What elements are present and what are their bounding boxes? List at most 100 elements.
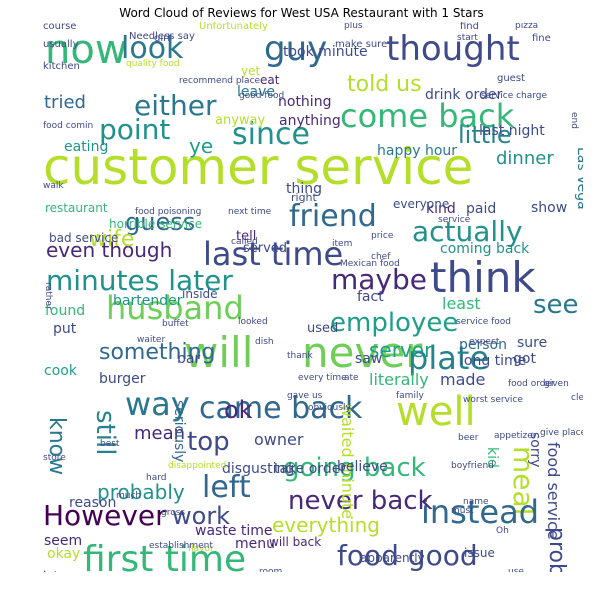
cloud-word: server xyxy=(369,338,433,362)
cloud-word: thought xyxy=(386,29,520,69)
cloud-word: given xyxy=(544,379,569,389)
cloud-word: tell xyxy=(236,229,257,244)
cloud-word: way xyxy=(125,385,190,423)
cloud-word: best xyxy=(100,439,120,449)
cloud-word: Oh xyxy=(496,526,509,536)
cloud-word: bartender xyxy=(113,293,183,309)
cloud-word: going back xyxy=(283,453,426,483)
cloud-word: use xyxy=(508,567,524,573)
cloud-word: eating xyxy=(64,139,109,155)
cloud-word: girl xyxy=(154,33,171,44)
cloud-word: start xyxy=(457,33,478,43)
cloud-word: anything xyxy=(279,113,341,129)
cloud-word: top xyxy=(187,427,230,457)
cloud-word: will xyxy=(184,328,254,377)
cloud-word: sure xyxy=(517,335,548,351)
cloud-word: cook xyxy=(44,363,77,379)
cloud-word: fine xyxy=(532,33,551,44)
cloud-word: know xyxy=(44,417,69,476)
cloud-word: guess xyxy=(125,208,196,236)
cloud-word: saw xyxy=(355,351,383,367)
cloud-word: ok xyxy=(224,396,253,424)
cloud-word: disappointed xyxy=(168,461,227,471)
cloud-word: first time xyxy=(83,539,247,573)
cloud-word: look xyxy=(121,31,184,66)
cloud-word: anyway xyxy=(215,113,266,128)
cloud-word: store xyxy=(43,453,66,463)
cloud-word: called xyxy=(231,237,258,247)
cloud-word: seriously xyxy=(171,400,187,463)
cloud-word: buffet xyxy=(162,319,189,329)
cloud-word: literally xyxy=(369,370,429,389)
cloud-word: guy xyxy=(264,29,328,69)
cloud-word: give place xyxy=(540,428,583,438)
cloud-word: reason xyxy=(69,495,117,511)
cloud-word: used xyxy=(307,321,339,336)
cloud-word: Unfortunately xyxy=(199,22,268,32)
cloud-word: instead xyxy=(421,493,539,531)
cloud-word: fact xyxy=(357,289,384,305)
cloud-word: hard xyxy=(146,473,167,483)
cloud-word: every time xyxy=(298,373,347,383)
cloud-word: recommend place xyxy=(179,76,261,86)
cloud-word: Needless say xyxy=(129,31,195,42)
cloud-word: will back xyxy=(269,535,322,549)
cloud-word: appetizer xyxy=(494,431,537,441)
cloud-word: took minute xyxy=(283,44,368,60)
cloud-word: person xyxy=(459,337,507,353)
cloud-word: flavor xyxy=(188,544,214,554)
cloud-word: lot xyxy=(43,570,58,572)
cloud-word: disgusting xyxy=(222,461,295,477)
cloud-word: think xyxy=(430,253,536,302)
cloud-word: restaurant xyxy=(45,201,108,215)
cloud-word: waiter xyxy=(137,335,166,345)
cloud-word: employee xyxy=(330,308,459,338)
cloud-word: everyone xyxy=(393,197,450,211)
cloud-word: probably xyxy=(97,480,185,504)
cloud-word: believe xyxy=(337,459,388,475)
cloud-word: plate xyxy=(408,339,490,377)
cloud-word: gave us xyxy=(287,391,323,401)
cloud-word: served xyxy=(243,241,288,256)
cloud-word: tried xyxy=(44,92,86,113)
cloud-word: inside xyxy=(182,287,218,301)
cloud-word: see xyxy=(533,290,579,320)
cloud-word: room xyxy=(259,567,283,573)
cloud-word: food poisoning xyxy=(135,207,202,217)
cloud-word: never back xyxy=(288,486,433,516)
cloud-word: happy hour xyxy=(377,143,458,159)
cloud-word: eat xyxy=(260,73,280,87)
cloud-word: come back xyxy=(340,97,515,135)
cloud-word: However xyxy=(43,499,167,532)
cloud-word: kitchen xyxy=(43,61,80,72)
cloud-word: last time xyxy=(203,235,344,273)
cloud-word: left xyxy=(202,470,251,505)
cloud-word: minutes later xyxy=(46,264,233,297)
cloud-word: boyfriend xyxy=(451,461,494,471)
cloud-word: long time xyxy=(460,353,527,369)
cloud-word: leave xyxy=(237,84,275,100)
cloud-word: either xyxy=(134,89,217,122)
cloud-word: item xyxy=(332,239,353,249)
cloud-word: food service xyxy=(544,442,563,540)
word-cloud: customer service will never think now look guy… xyxy=(43,22,583,572)
cloud-word: thank xyxy=(287,351,313,361)
cloud-word: name xyxy=(463,497,489,507)
cloud-word: husband xyxy=(106,289,244,327)
cloud-word: service xyxy=(438,215,471,225)
cloud-word: obviously xyxy=(308,403,351,413)
cloud-word: service charge xyxy=(481,91,548,101)
cloud-word: now xyxy=(45,27,128,73)
chart-title: Word Cloud of Reviews for West USA Resta… xyxy=(119,6,484,20)
cloud-word: work xyxy=(172,502,231,530)
cloud-word: dinner xyxy=(496,148,554,169)
cloud-word: waste time xyxy=(195,523,273,539)
cloud-word: thing xyxy=(286,181,323,197)
cloud-word: gross xyxy=(161,508,186,518)
cloud-word: told us xyxy=(347,72,422,97)
cloud-word: Las Vega xyxy=(574,147,583,210)
cloud-word: take order xyxy=(274,461,347,477)
cloud-word: wife xyxy=(89,227,135,252)
cloud-word: well xyxy=(396,389,476,435)
cloud-word: drink order xyxy=(425,87,503,103)
